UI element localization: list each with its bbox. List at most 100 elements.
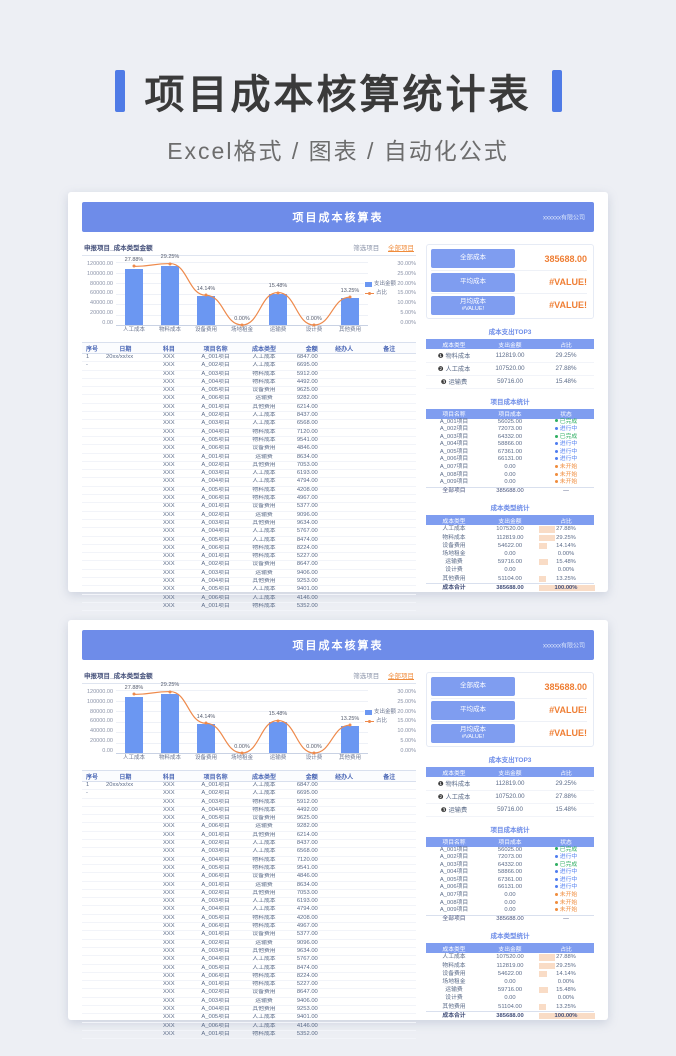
top3-amount: 112819.00 [482,777,538,791]
table-cell: A_002项目 [188,411,243,421]
table-cell: A_004项目 [188,856,243,865]
gridline [116,732,368,733]
y-left-tick: 80000.00 [90,280,113,287]
mini-table-header-row: 成本类型 支出金额 占比 [426,515,594,526]
table-cell: XXX [148,569,189,579]
table-cell: 9634.00 [285,947,326,957]
table-cell [362,419,416,429]
project-cost: 66131.00 [497,456,523,463]
table-cell [362,1005,416,1015]
project-name: A_002项目 [439,854,469,861]
table-cell [325,1013,363,1023]
table-cell: XXX [148,527,189,537]
status-dot [554,847,558,851]
table-row: XXX A_003项目 其他费用 9634.00 [82,519,416,529]
table-cell [325,419,363,429]
table-cell: 人工成本 [242,477,286,487]
project-cost: 56025.00 [497,846,523,853]
column-header: 金额 [285,770,326,782]
data-label: 14.14% [196,285,216,292]
table-cell: XXX [148,930,189,940]
table-cell [102,403,149,413]
table-cell: A_004项目 [188,527,243,537]
right-panel: 全部成本 385688.00 平均成本 #VALUE! 月均成本 #VALUE! #VALU… [426,240,595,593]
column-header: 项目名称 [426,836,482,847]
top3-amount: 112819.00 [482,349,538,363]
type-pct-text: 14.14% [556,970,576,977]
project-row: A_002项目 72073.00 进行中 [426,854,594,862]
mini-table-header-row: 成本类型 支出金额 占比 [426,767,594,777]
table-cell [82,378,103,388]
table-cell: A_006项目 [188,872,243,882]
table-cell [82,839,103,849]
table-cell: A_003项目 [188,419,243,429]
table-cell: 其他费用 [242,889,286,899]
table-cell [82,872,103,882]
table-cell [82,428,103,437]
table-cell: 4794.00 [285,477,326,487]
table-cell: 9253.00 [285,1005,326,1015]
table-cell: A_003项目 [188,370,243,379]
table-cell: 6193.00 [285,897,326,907]
table-cell [325,822,363,832]
table-cell: XXX [148,494,189,504]
table-cell: 5377.00 [285,930,326,940]
table-cell: 人工成本 [242,839,286,849]
type-name: 设备费用 [442,970,466,977]
table-cell: 设备费用 [242,560,286,570]
table-cell: A_004项目 [188,1005,243,1015]
project-cost: 72073.00 [497,426,523,433]
chart-x-axis: 人工成本 物料成本 设备费用 场地租金 运输费 设计费 其他费用 [116,754,368,764]
table-row: XXX A_002项目 设备费用 8647.00 [82,988,416,998]
table-cell [362,930,416,940]
table-cell: 运输费 [242,997,286,1007]
y-left-tick: 120000.00 [87,689,113,695]
table-cell [102,864,149,874]
top3-type-cell: ❶ 物料成本 [426,777,482,791]
top3-type-cell: ❸ 运输费 [426,375,482,389]
title-accent-bar-right [551,70,562,112]
x-axis-label: 运输费 [269,327,287,334]
top3-type: 物料成本 [445,780,471,788]
table-row: XXX A_001项目 其他费用 6214.00 [82,831,416,841]
table-cell: 其他费用 [242,947,286,957]
data-label: 0.00% [306,743,322,750]
table-cell: XXX [148,469,189,479]
bar-slot [152,690,188,753]
table-cell: XXX [148,453,189,462]
table-cell: 物料成本 [242,378,286,388]
project-row: A_007项目 0.00 未开始 [426,464,594,472]
table-cell [102,602,149,612]
project-status: 已完成 [538,419,594,427]
table-cell [102,839,149,849]
table-cell: XXX [148,403,189,413]
table-row: XXX A_004项目 物料成本 7120.00 [82,856,416,865]
chart-plot-area: 27.88% 29.25% 14.14% 0.00% 15.48% 0.00% 13.25% [116,683,368,755]
chart-legend: 支出金额 占比 [364,709,398,726]
table-cell: 1 [82,353,103,363]
cost-type-table-head: 成本类型 支出金额 占比 [426,943,594,954]
bar-series [116,262,368,325]
top3-type: 物料成本 [445,352,471,360]
y-left-tick: 40000.00 [90,728,113,734]
table-cell: 1 [82,781,103,791]
gridline [116,690,368,691]
type-pct: 0.00% [538,994,594,1002]
sheet-header: 项目成本核算表 xxxxxx有限公司 [82,630,594,660]
filter-value-link[interactable]: 全部项目 [388,673,414,680]
line-point [276,291,280,294]
type-amount: 0.00 [504,995,516,1002]
filter-value-link[interactable]: 全部项目 [388,245,414,252]
table-cell: XXX [148,486,189,496]
table-row: XXX A_003项目 运输费 9406.00 [82,997,416,1007]
y-left-tick: 120000.00 [87,261,113,267]
table-row: XXX A_003项目 人工成本 6568.00 [82,419,416,429]
table-cell: A_001项目 [188,831,243,841]
table-cell [102,378,149,388]
table-cell [325,814,363,824]
top3-amount: 59716.00 [482,803,538,817]
table-cell [325,527,363,537]
table-cell: 9625.00 [285,386,326,396]
project-section-title: 项目成本统计 [490,398,530,406]
cost-type-table-body: 人工成本 107520.00 27.88% 物料成本 112819.00 29.25% 设备… [426,525,595,593]
